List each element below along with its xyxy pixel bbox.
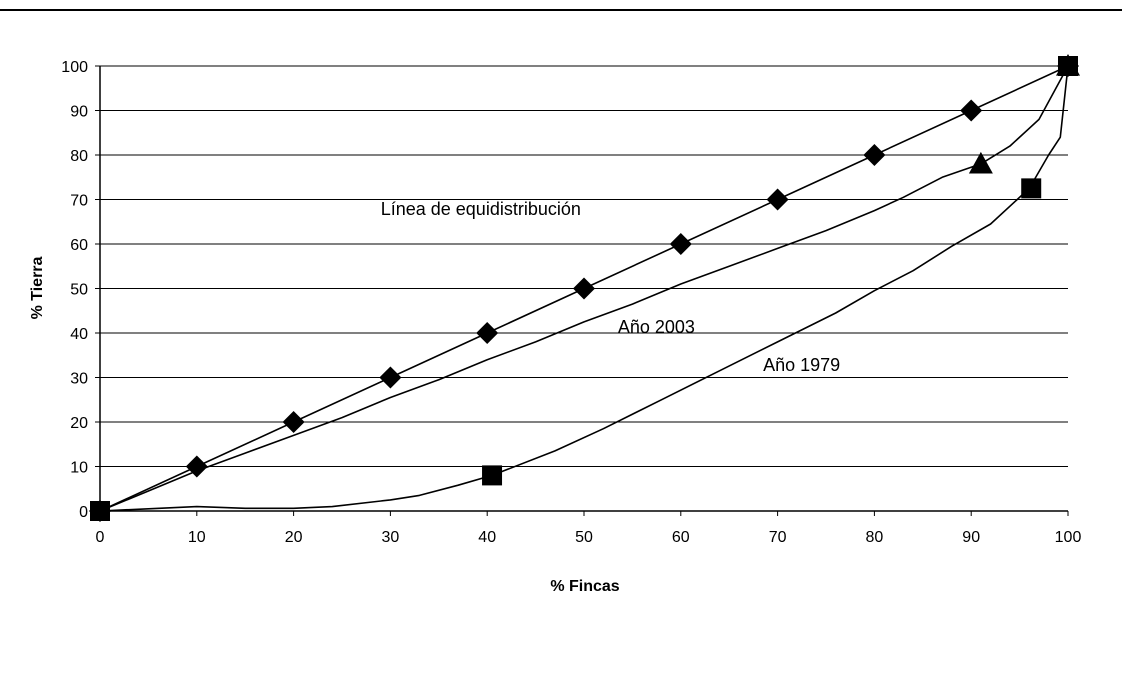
year-2003-curve bbox=[99, 65, 1069, 512]
diamond-marker bbox=[766, 188, 789, 211]
y-axis-title: % Tierra bbox=[29, 256, 46, 319]
diamond-marker bbox=[185, 455, 208, 478]
x-tick-label: 60 bbox=[672, 529, 690, 546]
y-tick-label: 90 bbox=[70, 104, 88, 121]
diamond-marker bbox=[960, 99, 983, 122]
x-tick-label: 40 bbox=[478, 529, 496, 546]
x-tick-label: 80 bbox=[866, 529, 884, 546]
diamond-marker bbox=[573, 277, 595, 300]
square-marker bbox=[90, 501, 110, 521]
y-tick-label: 100 bbox=[61, 59, 88, 76]
x-tick-label: 10 bbox=[188, 529, 206, 546]
y-tick-label: 50 bbox=[70, 282, 88, 299]
y-tick-label: 30 bbox=[70, 371, 88, 388]
top-border-line bbox=[0, 9, 1122, 11]
annotation-equidistribution: Línea de equidistribución bbox=[381, 199, 581, 219]
diamond-marker bbox=[669, 233, 692, 255]
y-tick-labels: 0 10 20 30 40 50 60 70 80 90 100 bbox=[61, 59, 88, 521]
y-tick-label: 40 bbox=[70, 326, 88, 343]
y-tick-label: 80 bbox=[70, 148, 88, 165]
x-tick-label: 20 bbox=[285, 529, 303, 546]
square-marker bbox=[482, 465, 503, 486]
y-tick-label: 10 bbox=[70, 460, 88, 477]
diamond-marker bbox=[282, 411, 305, 433]
gridlines bbox=[100, 65, 1068, 467]
annotation-2003: Año 2003 bbox=[618, 317, 695, 337]
x-tick-label: 90 bbox=[962, 529, 980, 546]
y-tick-label: 70 bbox=[70, 193, 88, 210]
x-tick-label: 0 bbox=[96, 529, 105, 546]
x-tick-label: 30 bbox=[382, 529, 400, 546]
y-tick-label: 60 bbox=[70, 237, 88, 254]
diamond-marker bbox=[379, 366, 402, 389]
diamond-marker bbox=[476, 322, 499, 344]
square-marker bbox=[1058, 56, 1078, 76]
x-axis-title: % Fincas bbox=[550, 578, 619, 595]
annotations: Línea de equidistribución Año 2003 Año 197… bbox=[381, 199, 840, 375]
x-tick-labels: 0 10 20 30 40 50 60 70 80 90 100 bbox=[96, 529, 1082, 546]
diamond-marker bbox=[863, 144, 886, 166]
x-tick-label: 50 bbox=[575, 529, 593, 546]
y-tick-label: 0 bbox=[79, 504, 88, 521]
year-1979-curve bbox=[99, 65, 1069, 512]
x-tick-label: 70 bbox=[769, 529, 787, 546]
square-marker bbox=[1021, 178, 1042, 199]
series-markers bbox=[89, 54, 1080, 522]
annotation-1979: Año 1979 bbox=[763, 355, 840, 375]
triangle-marker bbox=[968, 151, 993, 174]
y-tick-label: 20 bbox=[70, 415, 88, 432]
x-tick-label: 100 bbox=[1055, 529, 1082, 546]
